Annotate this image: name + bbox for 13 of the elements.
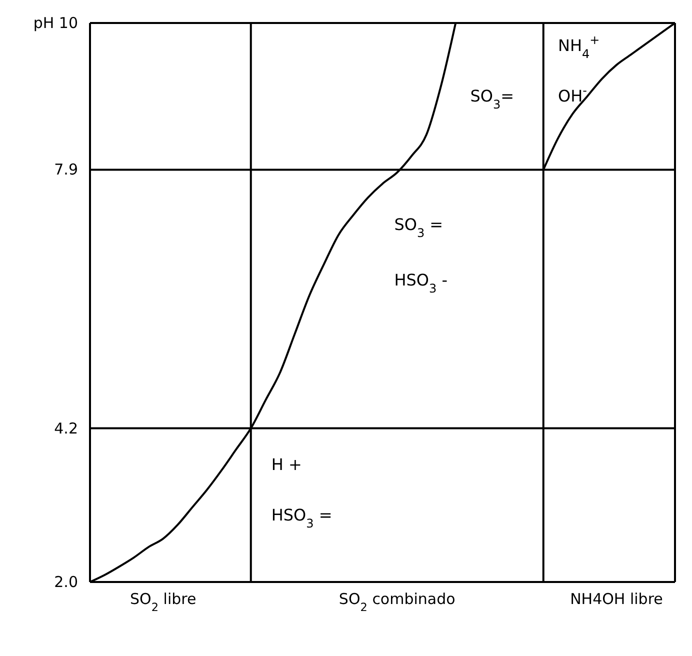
x-tick-label: SO$_{2}$ libre: [130, 590, 196, 614]
annotation: OH$^{-}$: [558, 83, 587, 106]
x-tick-label: SO$_{2}$ combinado: [338, 590, 456, 614]
annotation: SO$_{3}$=: [470, 86, 514, 112]
y-tick-label: pH 10: [33, 14, 78, 32]
annotation: HSO$_{3}$ =: [271, 506, 332, 531]
y-tick-label: 2.0: [54, 573, 78, 591]
x-tick-label: NH4OH libre: [570, 590, 663, 608]
y-tick-label: 7.9: [54, 160, 78, 179]
annotation: SO$_{3}$ =: [394, 214, 444, 240]
y-tick-label: 4.2: [54, 419, 78, 438]
annotation: HSO$_{3}$ -: [394, 270, 448, 296]
annotation: H +: [271, 455, 302, 474]
